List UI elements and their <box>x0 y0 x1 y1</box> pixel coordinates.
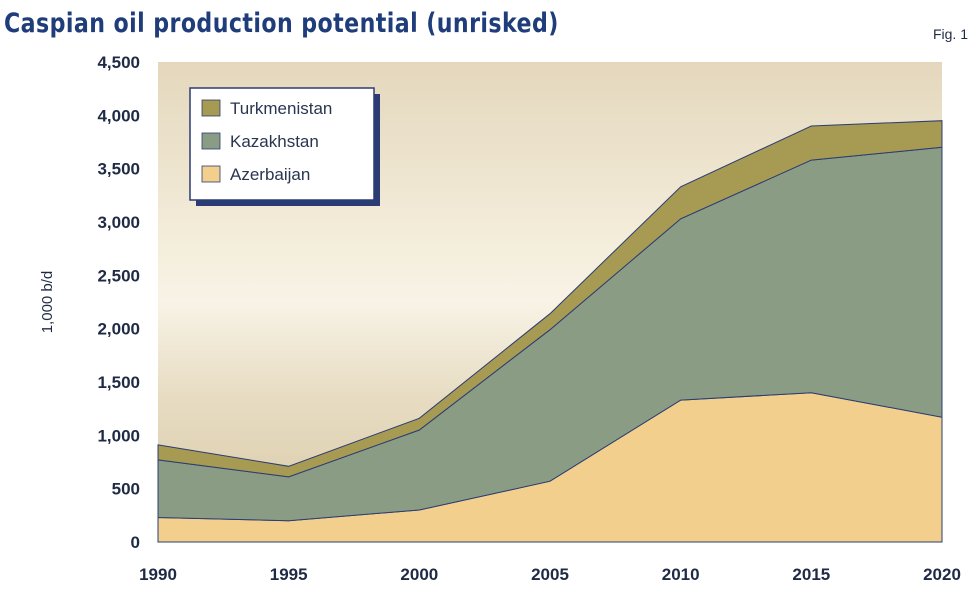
legend-box <box>189 87 375 201</box>
y-tick-label: 4,000 <box>97 106 140 125</box>
y-tick-label: 0 <box>131 533 140 552</box>
legend-label-turkmenistan: Turkmenistan <box>230 99 332 118</box>
legend-swatch-azerbaijan <box>201 165 221 183</box>
area-turkmenistan <box>157 120 943 478</box>
legend-swatch-turkmenistan <box>201 99 221 117</box>
y-tick-label: 2,000 <box>97 320 140 339</box>
x-tick-label: 2010 <box>662 565 700 584</box>
legend: Turkmenistan Kazakhstan Azerbaijan <box>189 87 380 206</box>
x-tick-label: 1995 <box>270 565 308 584</box>
y-tick-label: 3,500 <box>97 160 140 179</box>
area-series-group <box>157 120 943 543</box>
y-tick-label: 2,500 <box>97 266 140 285</box>
y-tick-label: 3,000 <box>97 213 140 232</box>
x-tick-label: 2005 <box>531 565 569 584</box>
figure-label: Fig. 1 <box>932 26 968 42</box>
legend-swatch-kazakhstan <box>201 132 221 150</box>
x-tick-label: 2015 <box>792 565 830 584</box>
y-tick-label: 1,500 <box>97 373 140 392</box>
legend-label-azerbaijan: Azerbaijan <box>230 165 310 184</box>
x-tick-label: 2000 <box>400 565 438 584</box>
x-tick-label: 1990 <box>139 565 177 584</box>
legend-label-kazakhstan: Kazakhstan <box>230 132 319 151</box>
x-axis: 1990 1995 2000 2005 2010 2015 2020 <box>139 565 961 584</box>
chart-title: Caspian oil production potential (unrisk… <box>4 8 559 39</box>
y-tick-label: 1,000 <box>97 426 140 445</box>
y-axis-label: 1,000 b/d <box>39 271 56 334</box>
y-tick-label: 500 <box>112 480 140 499</box>
y-tick-label: 4,500 <box>97 53 140 72</box>
y-axis: 0 500 1,000 1,500 2,000 2,500 3,000 3,500 4,000 4… <box>97 53 140 552</box>
x-tick-label: 2020 <box>923 565 961 584</box>
